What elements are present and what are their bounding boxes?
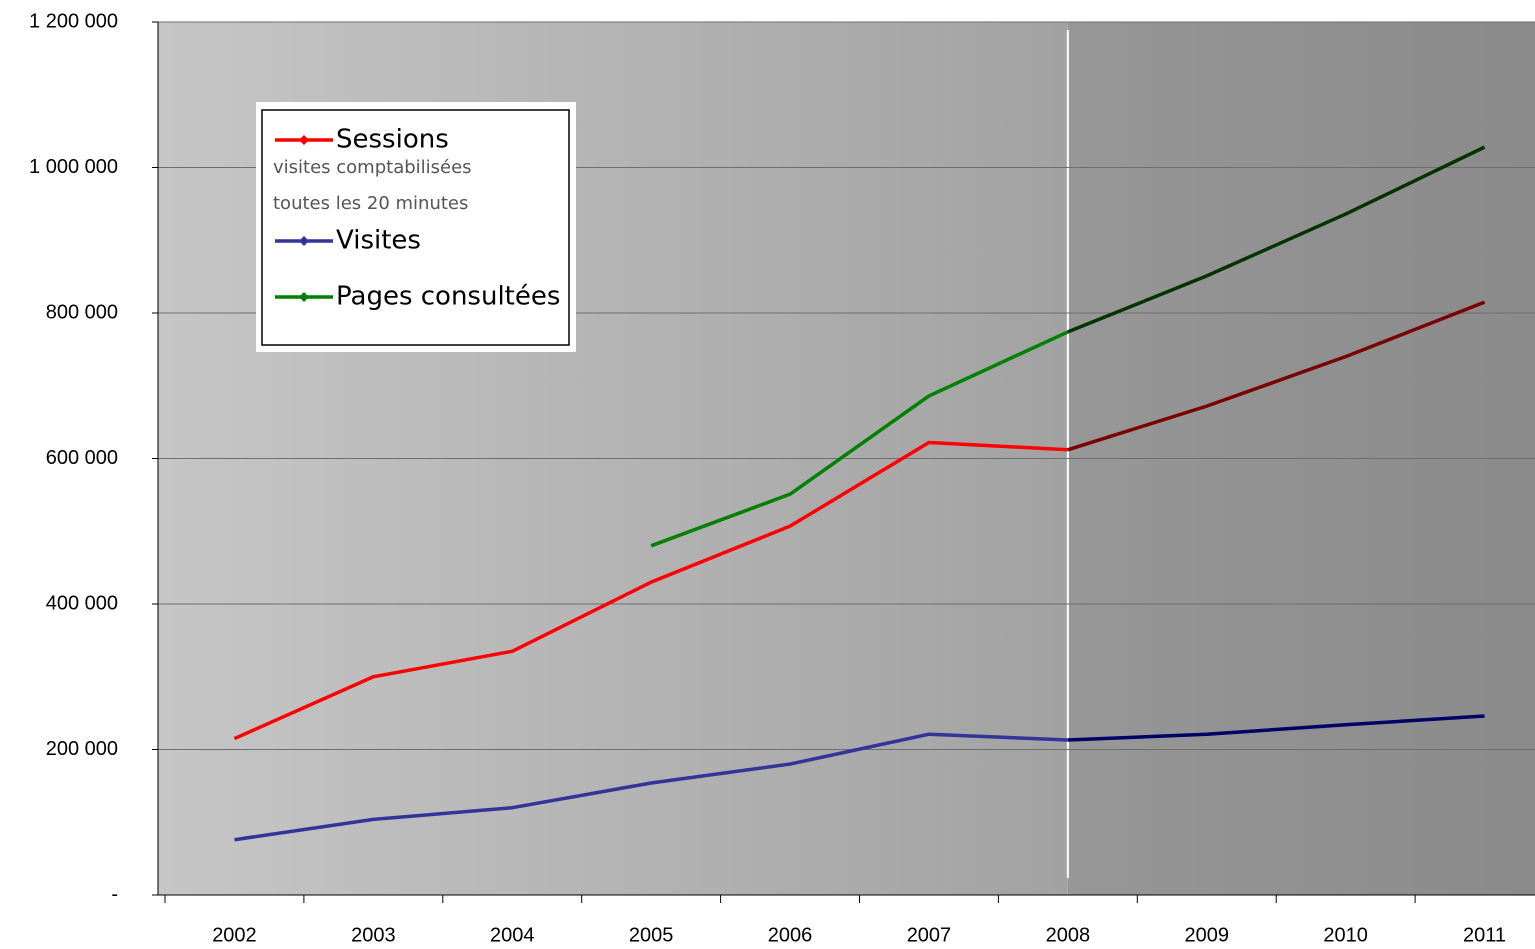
x-tick-label: 2005 (629, 924, 674, 946)
x-tick-label: 2007 (907, 924, 952, 946)
legend-label: Pages consultées (336, 282, 560, 312)
y-tick-label: 600 000 (46, 447, 118, 469)
projection-line (1067, 300, 1486, 452)
x-tick-label: 2006 (768, 924, 813, 946)
legend-box (261, 109, 570, 346)
x-tick-label: 2011 (1463, 924, 1506, 946)
series-line (234, 732, 1068, 842)
axes: - 200 000 400 000 600 000 800 000 1 000 000 1 … (29, 10, 1535, 946)
x-tick-label: 2004 (490, 924, 535, 946)
legend-marker (299, 236, 309, 246)
y-tick-label: 800 000 (46, 301, 118, 323)
projection-line (1067, 145, 1486, 334)
y-tick-label: 200 000 (46, 738, 118, 760)
legend-marker (299, 135, 309, 145)
legend-label: Visites (336, 226, 421, 256)
y-tick-label: 1 000 000 (29, 156, 118, 178)
legend-note: visites comptabilisées (273, 157, 472, 178)
x-tick-label: 2010 (1323, 924, 1368, 946)
x-tick-label: 2009 (1185, 924, 1230, 946)
x-tick-label: 2002 (212, 924, 257, 946)
y-tick-label: - (111, 883, 118, 905)
x-tick-label: 2008 (1046, 924, 1091, 946)
legend-label: Sessions (336, 125, 449, 155)
legend-note: toutes les 20 minutes (273, 193, 468, 214)
projection-line (1067, 714, 1485, 742)
x-tick-label: 2003 (351, 924, 396, 946)
y-tick-label: 1 200 000 (29, 10, 118, 32)
legend-marker (299, 292, 309, 302)
lines (233, 145, 1486, 842)
series-line (233, 440, 1068, 741)
series-line (650, 330, 1069, 548)
y-tick-label: 400 000 (46, 592, 118, 614)
